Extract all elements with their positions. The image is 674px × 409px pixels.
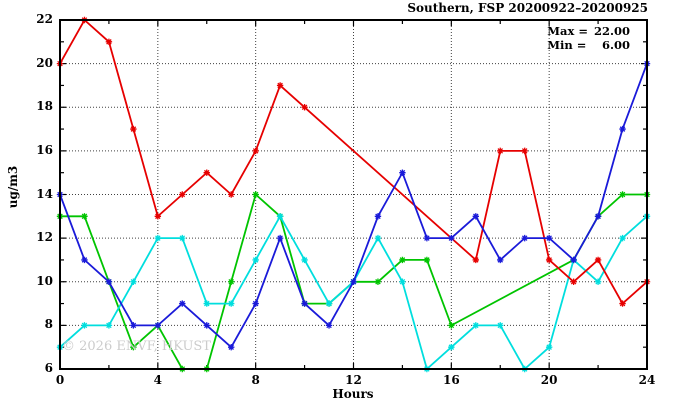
plot-frame (59, 19, 648, 370)
x-tick-label: 4 (153, 373, 162, 387)
y-tick-label: 18 (36, 99, 53, 114)
y-tick-label: 22 (36, 12, 53, 26)
legend-min-value: 6.00 (601, 38, 630, 52)
x-tick-label: 0 (55, 373, 65, 387)
x-tick-label: 8 (251, 373, 260, 387)
legend-max-label: Max = (547, 24, 588, 38)
y-tick-label: 14 (36, 186, 53, 201)
y-tick-label: 20 (36, 55, 53, 70)
watermark: © 2026 ENVF, HKUST (62, 339, 211, 354)
x-tick-label: 12 (345, 373, 362, 387)
y-tick-label: 10 (36, 273, 53, 288)
x-tick-label: 16 (442, 373, 460, 387)
x-tick-label: 20 (540, 373, 558, 387)
y-tick-label: 16 (36, 142, 53, 157)
series-line-blue (59, 63, 648, 349)
y-tick-label: 8 (44, 317, 53, 332)
legend-max-value: 22.00 (593, 24, 630, 38)
legend-min-label: Min = (547, 38, 587, 52)
chart-title: Southern, FSP 20200922–20200925 (407, 1, 648, 15)
y-tick-label: 12 (36, 230, 53, 245)
y-tick-label: 6 (44, 361, 53, 375)
x-axis-label: Hours (332, 387, 374, 401)
x-tick-label: 24 (638, 373, 656, 387)
legend-box: Max = 22.00 Min = 6.00 (547, 24, 630, 52)
